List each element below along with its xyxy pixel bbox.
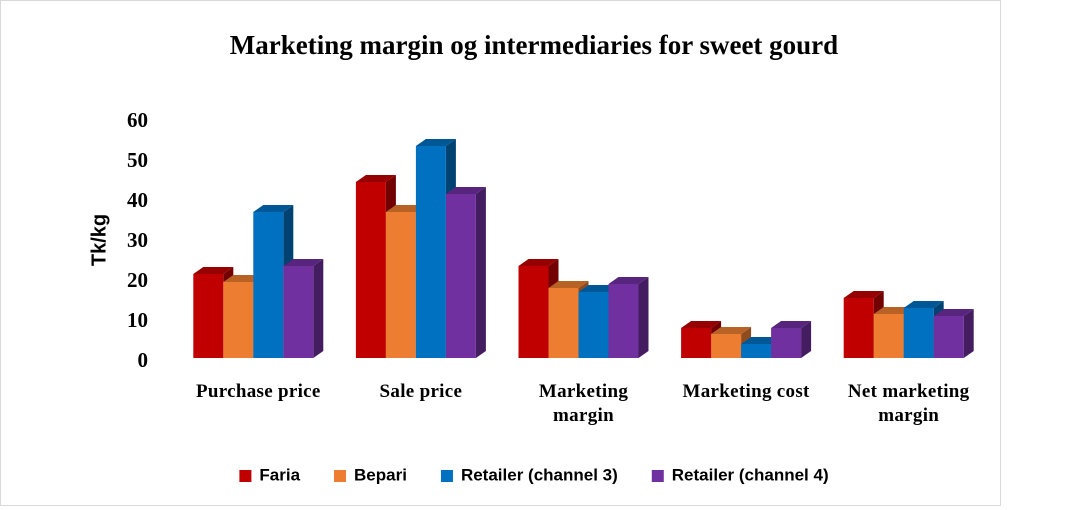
legend-swatch xyxy=(440,470,453,482)
bar-top xyxy=(843,291,884,298)
bar-top xyxy=(518,259,559,266)
chart-title: Marketing margin og intermediaries for s… xyxy=(230,30,838,60)
bar xyxy=(223,282,254,358)
y-tick-label: 0 xyxy=(138,348,149,372)
bar xyxy=(193,274,224,358)
bar-top xyxy=(193,267,234,274)
bar xyxy=(903,308,934,358)
legend-swatch xyxy=(651,470,664,482)
bar-top xyxy=(903,301,944,308)
bar xyxy=(578,292,609,358)
legend-label: Faria xyxy=(259,465,300,484)
bar xyxy=(873,314,904,358)
bar xyxy=(283,266,314,358)
y-tick-label: 50 xyxy=(127,148,148,172)
bar xyxy=(415,146,446,358)
bar-side xyxy=(638,277,649,358)
chart-border xyxy=(0,0,1001,506)
bar-side xyxy=(313,259,324,358)
x-tick-label: Marketing margin xyxy=(538,381,629,426)
bar xyxy=(608,284,639,358)
bar-top xyxy=(283,259,324,266)
y-tick-label: 40 xyxy=(127,188,148,212)
y-tick-label: 10 xyxy=(127,308,148,332)
bar xyxy=(771,328,802,358)
bar-top xyxy=(253,205,294,212)
legend-label: Retailer (channel 3) xyxy=(461,465,618,484)
y-axis-label: Tk/kg xyxy=(88,214,110,266)
bar-top xyxy=(608,277,649,284)
bar xyxy=(548,288,579,358)
bar-top xyxy=(415,139,456,146)
bar xyxy=(681,328,712,358)
y-tick-label: 30 xyxy=(127,228,148,252)
x-tick-label: Marketing cost xyxy=(682,381,810,402)
x-tick-label: Sale price xyxy=(379,381,463,402)
bar-top xyxy=(933,309,974,316)
bar xyxy=(933,316,964,358)
bar-side xyxy=(475,187,486,358)
legend-label: Retailer (channel 4) xyxy=(672,465,829,484)
bar xyxy=(518,266,549,358)
bar xyxy=(711,334,742,358)
legend-label: Bepari xyxy=(354,465,407,484)
bar-top xyxy=(355,175,396,182)
bar xyxy=(253,212,284,358)
bar xyxy=(741,344,772,358)
bar xyxy=(355,182,386,358)
bar-top xyxy=(771,321,812,328)
bar xyxy=(843,298,874,358)
bar-top xyxy=(223,275,264,282)
bar xyxy=(445,194,476,358)
x-tick-label: Purchase price xyxy=(195,381,321,402)
x-tick-label: Net marketing margin xyxy=(847,381,970,426)
bar-top xyxy=(711,327,752,334)
bar-top xyxy=(681,321,722,328)
y-tick-label: 60 xyxy=(127,108,148,132)
legend-swatch xyxy=(334,470,347,482)
legend-swatch xyxy=(239,470,252,482)
y-tick-label: 20 xyxy=(127,268,148,292)
bar-top xyxy=(445,187,486,194)
bar xyxy=(385,212,416,358)
bar-top xyxy=(548,281,589,288)
bar-side xyxy=(801,321,812,358)
bar-side xyxy=(963,309,974,358)
